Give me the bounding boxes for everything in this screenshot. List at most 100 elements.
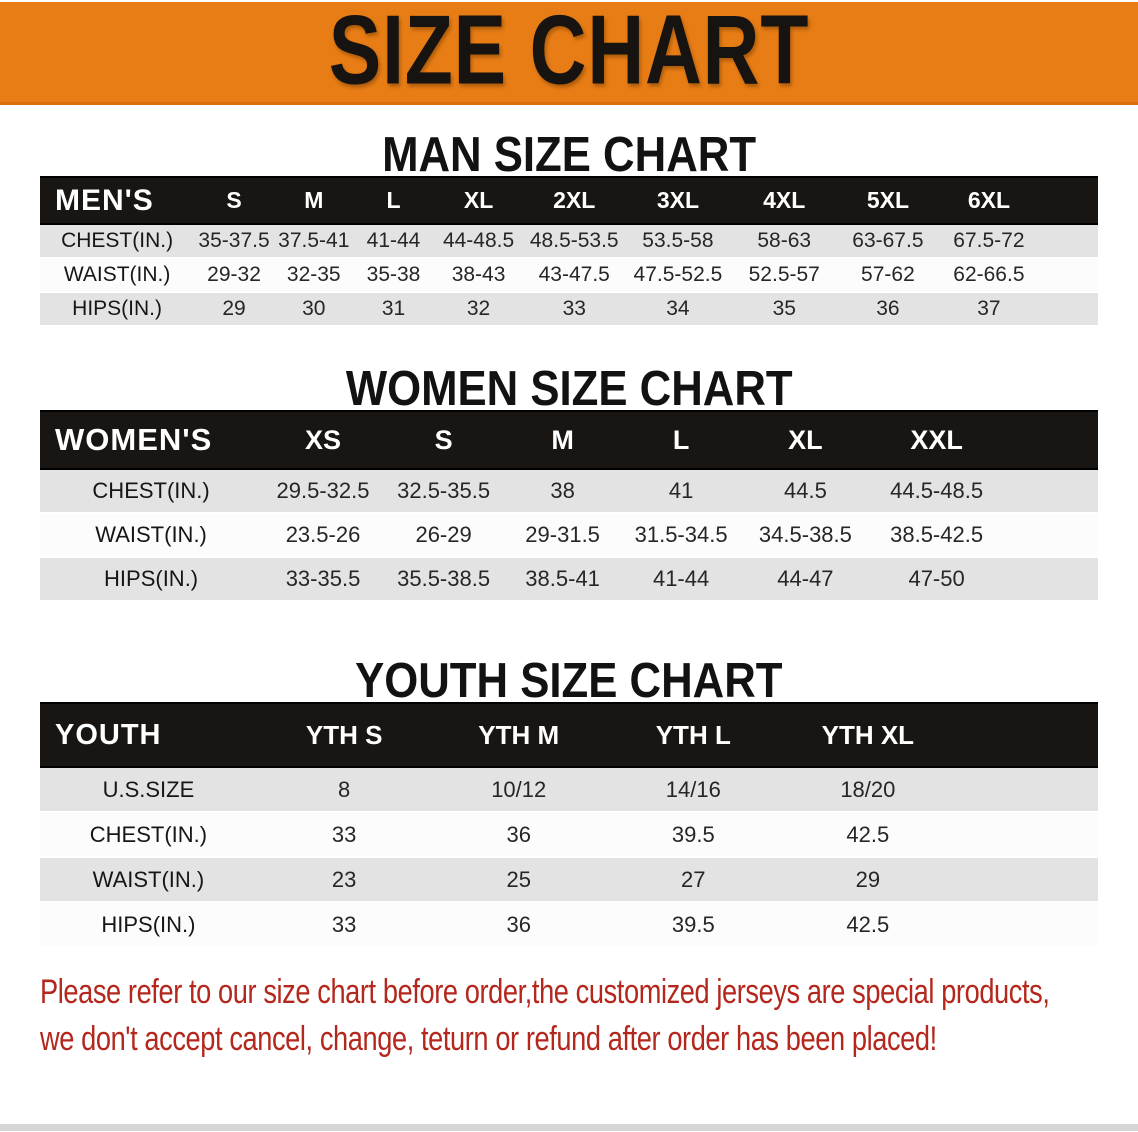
size-value-cell: 26-29 bbox=[383, 512, 504, 558]
header-spacer bbox=[1039, 176, 1098, 225]
size-value-cell: 14/16 bbox=[606, 766, 781, 813]
mens-table-header: MEN'S S M L XL 2XL 3XL 4XL 5XL 6XL bbox=[40, 176, 1098, 225]
size-value-cell: 52.5-57 bbox=[731, 257, 838, 293]
table-row: HIPS(IN.) 33-35.5 35.5-38.5 38.5-41 41-44 44-… bbox=[40, 556, 1098, 602]
row-label: WAIST(IN.) bbox=[40, 257, 195, 293]
row-label: CHEST(IN.) bbox=[40, 468, 263, 514]
size-column-header: S bbox=[194, 176, 274, 225]
size-value-cell: 33-35.5 bbox=[262, 556, 384, 602]
table-row: CHEST(IN.) 35-37.5 37.5-41 41-44 44-48.5 48.5… bbox=[40, 223, 1098, 259]
size-value-cell: 29-31.5 bbox=[503, 512, 622, 558]
row-spacer bbox=[1039, 223, 1098, 259]
header-row: MEN'S S M L XL 2XL 3XL 4XL 5XL 6XL bbox=[40, 176, 1098, 225]
size-value-cell: 32.5-35.5 bbox=[383, 468, 504, 514]
header-row: WOMEN'S XS S M L XL XXL bbox=[40, 410, 1098, 470]
table-row: HIPS(IN.) 33 36 39.5 42.5 bbox=[40, 901, 1098, 948]
youth-table-body: U.S.SIZE 8 10/12 14/16 18/20 CHEST(IN.) 33 36 39… bbox=[40, 766, 1098, 948]
mens-size-table: MEN'S S M L XL 2XL 3XL 4XL 5XL 6XL CHEST(IN.) 35-3… bbox=[40, 176, 1098, 327]
size-column-header: 6XL bbox=[938, 176, 1040, 225]
size-column-header: 5XL bbox=[837, 176, 939, 225]
size-column-header: 3XL bbox=[624, 176, 732, 225]
size-column-header: XXL bbox=[870, 410, 1003, 470]
size-value-cell: 67.5-72 bbox=[938, 223, 1040, 259]
size-value-cell: 23 bbox=[256, 856, 432, 903]
youth-table-header: YOUTH YTH S YTH M YTH L YTH XL bbox=[40, 702, 1098, 768]
row-spacer bbox=[955, 901, 1098, 948]
size-value-cell: 41-44 bbox=[353, 223, 434, 259]
size-value-cell: 58-63 bbox=[731, 223, 838, 259]
row-spacer bbox=[955, 811, 1098, 858]
table-corner-label: WOMEN'S bbox=[40, 410, 263, 470]
womens-table-header: WOMEN'S XS S M L XL XXL bbox=[40, 410, 1098, 470]
size-value-cell: 39.5 bbox=[606, 901, 781, 948]
size-value-cell: 47.5-52.5 bbox=[624, 257, 732, 293]
row-label: HIPS(IN.) bbox=[40, 901, 257, 948]
table-row: WAIST(IN.) 29-32 32-35 35-38 38-43 43-47.5 47.… bbox=[40, 257, 1098, 293]
size-value-cell: 8 bbox=[256, 766, 432, 813]
size-value-cell: 35-38 bbox=[353, 257, 434, 293]
disclaimer-line-2: we don't accept cancel, change, teturn o… bbox=[40, 1020, 937, 1058]
row-label: U.S.SIZE bbox=[40, 766, 257, 813]
size-column-header: 4XL bbox=[731, 176, 838, 225]
row-spacer bbox=[1039, 291, 1098, 327]
womens-size-table: WOMEN'S XS S M L XL XXL CHEST(IN.) 29.5-32.5 32.… bbox=[40, 410, 1098, 602]
man-section-heading: MAN SIZE CHART bbox=[0, 125, 1138, 182]
header-spacer bbox=[955, 702, 1098, 768]
table-row: WAIST(IN.) 23 25 27 29 bbox=[40, 856, 1098, 903]
size-value-cell: 33 bbox=[256, 811, 432, 858]
size-value-cell: 62-66.5 bbox=[938, 257, 1040, 293]
size-value-cell: 32 bbox=[433, 291, 524, 327]
size-column-header: L bbox=[353, 176, 434, 225]
size-value-cell: 34.5-38.5 bbox=[740, 512, 871, 558]
size-value-cell: 29-32 bbox=[194, 257, 274, 293]
row-spacer bbox=[1002, 556, 1098, 602]
size-value-cell: 36 bbox=[431, 811, 606, 858]
size-column-header: YTH XL bbox=[780, 702, 956, 768]
size-value-cell: 42.5 bbox=[780, 811, 956, 858]
size-value-cell: 37 bbox=[938, 291, 1040, 327]
header-spacer bbox=[1002, 410, 1098, 470]
size-column-header: L bbox=[621, 410, 741, 470]
row-label: WAIST(IN.) bbox=[40, 512, 263, 558]
size-column-header: XS bbox=[262, 410, 384, 470]
size-value-cell: 29.5-32.5 bbox=[262, 468, 384, 514]
size-value-cell: 23.5-26 bbox=[262, 512, 384, 558]
size-value-cell: 39.5 bbox=[606, 811, 781, 858]
size-value-cell: 33 bbox=[523, 291, 625, 327]
size-chart-banner: SIZE CHART bbox=[0, 2, 1138, 105]
size-column-header: YTH L bbox=[606, 702, 781, 768]
size-value-cell: 44.5-48.5 bbox=[870, 468, 1003, 514]
table-corner-label: YOUTH bbox=[40, 702, 257, 768]
womens-table-body: CHEST(IN.) 29.5-32.5 32.5-35.5 38 41 44.5 44.5… bbox=[40, 468, 1098, 602]
size-value-cell: 34 bbox=[624, 291, 732, 327]
size-value-cell: 31.5-34.5 bbox=[621, 512, 741, 558]
size-value-cell: 57-62 bbox=[837, 257, 939, 293]
size-value-cell: 27 bbox=[606, 856, 781, 903]
size-value-cell: 10/12 bbox=[431, 766, 606, 813]
size-column-header: XL bbox=[740, 410, 871, 470]
size-value-cell: 44-47 bbox=[740, 556, 871, 602]
size-value-cell: 35-37.5 bbox=[194, 223, 274, 259]
size-value-cell: 29 bbox=[780, 856, 956, 903]
table-corner-label: MEN'S bbox=[40, 176, 195, 225]
size-value-cell: 38-43 bbox=[433, 257, 524, 293]
man-section-heading-text: MAN SIZE CHART bbox=[382, 125, 756, 182]
size-value-cell: 35 bbox=[731, 291, 838, 327]
size-value-cell: 53.5-58 bbox=[624, 223, 732, 259]
size-value-cell: 48.5-53.5 bbox=[523, 223, 625, 259]
mens-table-body: CHEST(IN.) 35-37.5 37.5-41 41-44 44-48.5 48.5… bbox=[40, 223, 1098, 327]
banner-title: SIZE CHART bbox=[328, 2, 810, 105]
size-value-cell: 29 bbox=[194, 291, 274, 327]
size-value-cell: 44.5 bbox=[740, 468, 871, 514]
disclaimer-line-1: Please refer to our size chart before or… bbox=[40, 973, 1050, 1011]
youth-size-table: YOUTH YTH S YTH M YTH L YTH XL U.S.SIZE 8 10/1… bbox=[40, 702, 1098, 948]
size-column-header: M bbox=[503, 410, 622, 470]
row-spacer bbox=[955, 856, 1098, 903]
size-value-cell: 42.5 bbox=[780, 901, 956, 948]
size-value-cell: 33 bbox=[256, 901, 432, 948]
size-value-cell: 25 bbox=[431, 856, 606, 903]
size-value-cell: 38 bbox=[503, 468, 622, 514]
size-value-cell: 37.5-41 bbox=[273, 223, 354, 259]
size-column-header: S bbox=[383, 410, 504, 470]
size-value-cell: 36 bbox=[837, 291, 939, 327]
